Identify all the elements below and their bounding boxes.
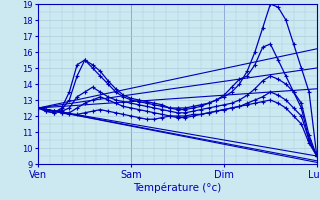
X-axis label: Température (°c): Température (°c) bbox=[133, 182, 222, 193]
